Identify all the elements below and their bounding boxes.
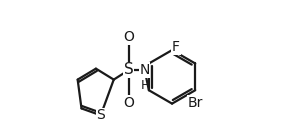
Text: S: S xyxy=(124,62,134,78)
Text: H: H xyxy=(140,79,150,92)
Text: S: S xyxy=(96,108,105,122)
Text: O: O xyxy=(123,30,134,44)
Text: F: F xyxy=(172,40,180,54)
Text: O: O xyxy=(123,96,134,110)
Text: N: N xyxy=(139,63,150,77)
Text: Br: Br xyxy=(187,96,203,110)
